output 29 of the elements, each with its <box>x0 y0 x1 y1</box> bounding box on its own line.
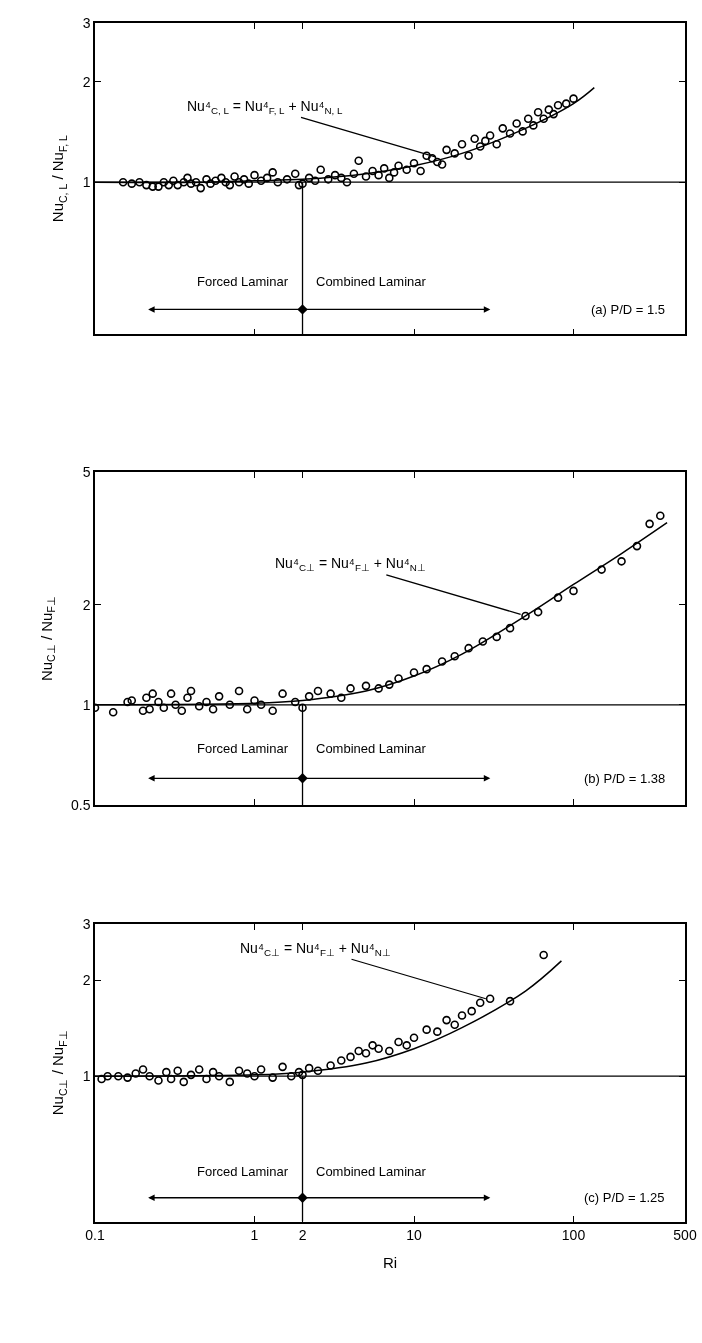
y-tick-label: 0.5 <box>70 796 91 813</box>
x-tick-label: 500 <box>673 1227 697 1244</box>
y-tick-label: 1 <box>82 174 91 191</box>
annotation: (a) P/D = 1.5 <box>591 302 666 317</box>
annotation: Forced Laminar <box>197 1164 289 1179</box>
y-tick-label: 3 <box>82 14 91 31</box>
y-tick-label: 2 <box>82 596 91 613</box>
x-tick-label: 10 <box>406 1227 423 1244</box>
annotation: Nu⁴$_{C, L}$ = Nu⁴$_{F, L}$ + Nu⁴$_{N, L}$ <box>187 98 343 116</box>
y-tick-label: 1 <box>82 1068 91 1085</box>
y-tick-label: 1 <box>82 696 91 713</box>
annotation: Combined Laminar <box>316 274 427 289</box>
y-tick-label: 3 <box>82 916 91 933</box>
annotation: Nu⁴$_{C⊥}$ = Nu⁴$_{F⊥}$ + Nu⁴$_{N⊥}$ <box>275 555 426 573</box>
annotation: Nu⁴$_{C⊥}$ = Nu⁴$_{F⊥}$ + Nu⁴$_{N⊥}$ <box>240 940 391 958</box>
annotation: Forced Laminar <box>197 274 289 289</box>
x-axis-title: Ri <box>382 1253 398 1271</box>
x-tick-label: 2 <box>298 1227 307 1244</box>
y-tick-label: 2 <box>82 73 91 90</box>
x-tick-label: 0.1 <box>85 1227 105 1244</box>
x-tick-label: 1 <box>250 1227 259 1244</box>
annotation: (b) P/D = 1.38 <box>584 771 666 786</box>
annotation: Combined Laminar <box>316 1164 427 1179</box>
y-tick-label: 5 <box>82 464 91 481</box>
annotation: Combined Laminar <box>316 741 427 756</box>
annotation: (c) P/D = 1.25 <box>584 1190 665 1205</box>
annotation: Forced Laminar <box>197 741 289 756</box>
x-tick-label: 100 <box>561 1227 586 1244</box>
y-tick-label: 2 <box>82 972 91 989</box>
